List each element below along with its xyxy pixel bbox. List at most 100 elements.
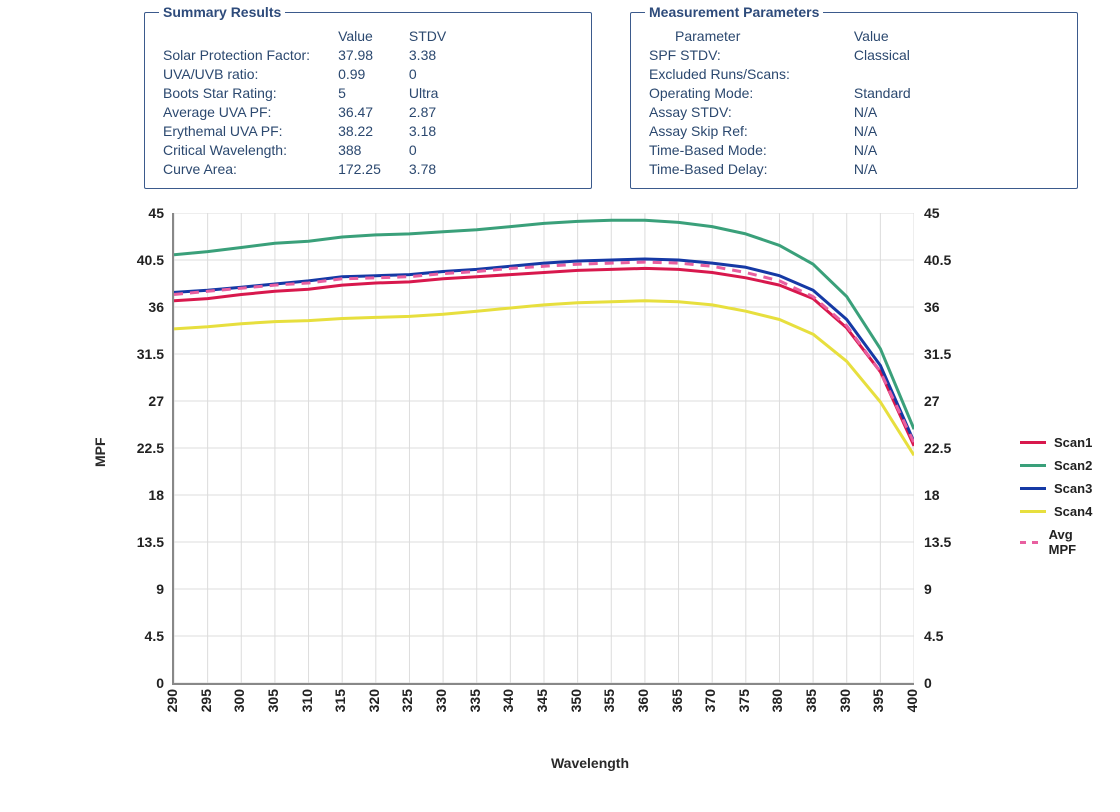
xtick-label: 350 <box>568 689 584 712</box>
ytick-label: 18 <box>94 487 164 503</box>
table-row: Critical Wavelength:3880 <box>159 140 450 159</box>
summary-label-cell: Average UVA PF: <box>159 102 314 121</box>
ytick-right-label: 18 <box>924 487 994 503</box>
summary-stdv-cell: 3.78 <box>385 159 450 178</box>
ytick-label: 45 <box>94 205 164 221</box>
summary-stdv-cell: Ultra <box>385 83 450 102</box>
table-row: Curve Area:172.253.78 <box>159 159 450 178</box>
legend-swatch <box>1020 510 1046 513</box>
summary-label-cell: Boots Star Rating: <box>159 83 314 102</box>
summary-label-cell: Critical Wavelength: <box>159 140 314 159</box>
mpf-chart: MPF 004.54.59913.513.5181822.522.5272731… <box>90 207 1090 767</box>
table-row: SPF STDV:Classical <box>645 45 915 64</box>
ytick-right-label: 31.5 <box>924 346 994 362</box>
ytick-label: 27 <box>94 393 164 409</box>
params-label-cell: Time-Based Mode: <box>645 140 794 159</box>
xtick-label: 395 <box>870 689 886 712</box>
params-label-cell: Assay Skip Ref: <box>645 121 794 140</box>
params-value-cell: N/A <box>794 159 915 178</box>
xtick-label: 305 <box>265 689 281 712</box>
measurement-parameters-table: Parameter Value SPF STDV:ClassicalExclud… <box>645 26 915 178</box>
ytick-right-label: 27 <box>924 393 994 409</box>
legend-entry: Scan3 <box>1020 481 1092 496</box>
table-row: Assay Skip Ref:N/A <box>645 121 915 140</box>
params-label-cell: Assay STDV: <box>645 102 794 121</box>
summary-stdv-cell: 3.38 <box>385 45 450 64</box>
xtick-label: 385 <box>803 689 819 712</box>
summary-value-cell: 37.98 <box>314 45 385 64</box>
params-value-cell: Classical <box>794 45 915 64</box>
summary-stdv-cell: 0 <box>385 64 450 83</box>
panels-row: Summary Results Value STDV Solar Protect… <box>142 4 1080 189</box>
xtick-label: 300 <box>231 689 247 712</box>
ytick-right-label: 36 <box>924 299 994 315</box>
chart-legend: Scan1 Scan2 Scan3 Scan4 Avg MPF <box>1020 435 1092 565</box>
params-value-cell: N/A <box>794 102 915 121</box>
legend-label: Scan4 <box>1054 504 1092 519</box>
chart-svg <box>174 213 914 683</box>
params-label-cell: Operating Mode: <box>645 83 794 102</box>
summary-value-cell: 388 <box>314 140 385 159</box>
legend-swatch <box>1020 541 1041 544</box>
summary-stdv-cell: 3.18 <box>385 121 450 140</box>
legend-entry: Scan1 <box>1020 435 1092 450</box>
ytick-label: 4.5 <box>94 628 164 644</box>
ytick-right-label: 40.5 <box>924 252 994 268</box>
ytick-label: 0 <box>94 675 164 691</box>
ytick-right-label: 22.5 <box>924 440 994 456</box>
params-label-cell: Time-Based Delay: <box>645 159 794 178</box>
summary-label-cell: Curve Area: <box>159 159 314 178</box>
xtick-label: 370 <box>702 689 718 712</box>
table-row: Boots Star Rating:5Ultra <box>159 83 450 102</box>
summary-value-cell: 0.99 <box>314 64 385 83</box>
table-row: Operating Mode:Standard <box>645 83 915 102</box>
ytick-label: 9 <box>94 581 164 597</box>
table-row: UVA/UVB ratio:0.990 <box>159 64 450 83</box>
table-row: Time-Based Delay:N/A <box>645 159 915 178</box>
table-row: Assay STDV:N/A <box>645 102 915 121</box>
xtick-label: 400 <box>904 689 920 712</box>
summary-label-cell: Erythemal UVA PF: <box>159 121 314 140</box>
table-row: Time-Based Mode:N/A <box>645 140 915 159</box>
xtick-label: 320 <box>366 689 382 712</box>
ytick-right-label: 0 <box>924 675 994 691</box>
xtick-label: 345 <box>534 689 550 712</box>
summary-value-cell: 172.25 <box>314 159 385 178</box>
xtick-label: 360 <box>635 689 651 712</box>
summary-value-cell: 36.47 <box>314 102 385 121</box>
xtick-label: 310 <box>299 689 315 712</box>
params-value-cell <box>794 64 915 83</box>
measurement-parameters-title: Measurement Parameters <box>645 4 823 20</box>
legend-entry: Scan4 <box>1020 504 1092 519</box>
xtick-label: 325 <box>399 689 415 712</box>
legend-entry: Avg MPF <box>1020 527 1092 557</box>
ytick-right-label: 4.5 <box>924 628 994 644</box>
summary-label-cell: UVA/UVB ratio: <box>159 64 314 83</box>
report-page: Summary Results Value STDV Solar Protect… <box>0 0 1120 812</box>
summary-col-value: Value <box>314 26 385 45</box>
ytick-right-label: 13.5 <box>924 534 994 550</box>
chart-plot-area <box>172 213 914 685</box>
summary-results-table: Value STDV Solar Protection Factor:37.98… <box>159 26 450 178</box>
xtick-label: 375 <box>736 689 752 712</box>
xtick-label: 390 <box>837 689 853 712</box>
table-row: Average UVA PF:36.472.87 <box>159 102 450 121</box>
chart-xlabel: Wavelength <box>90 755 1090 771</box>
legend-entry: Scan2 <box>1020 458 1092 473</box>
summary-results-panel: Summary Results Value STDV Solar Protect… <box>144 4 592 189</box>
legend-label: Scan3 <box>1054 481 1092 496</box>
legend-swatch <box>1020 487 1046 490</box>
xtick-label: 335 <box>467 689 483 712</box>
table-row: Solar Protection Factor:37.983.38 <box>159 45 450 64</box>
params-value-cell: N/A <box>794 140 915 159</box>
xtick-label: 355 <box>601 689 617 712</box>
params-col-parameter: Parameter <box>645 26 794 45</box>
params-label-cell: Excluded Runs/Scans: <box>645 64 794 83</box>
summary-value-cell: 5 <box>314 83 385 102</box>
params-col-value: Value <box>794 26 915 45</box>
summary-value-cell: 38.22 <box>314 121 385 140</box>
xtick-label: 315 <box>332 689 348 712</box>
legend-swatch <box>1020 441 1046 444</box>
params-label-cell: SPF STDV: <box>645 45 794 64</box>
summary-col-stdv: STDV <box>385 26 450 45</box>
